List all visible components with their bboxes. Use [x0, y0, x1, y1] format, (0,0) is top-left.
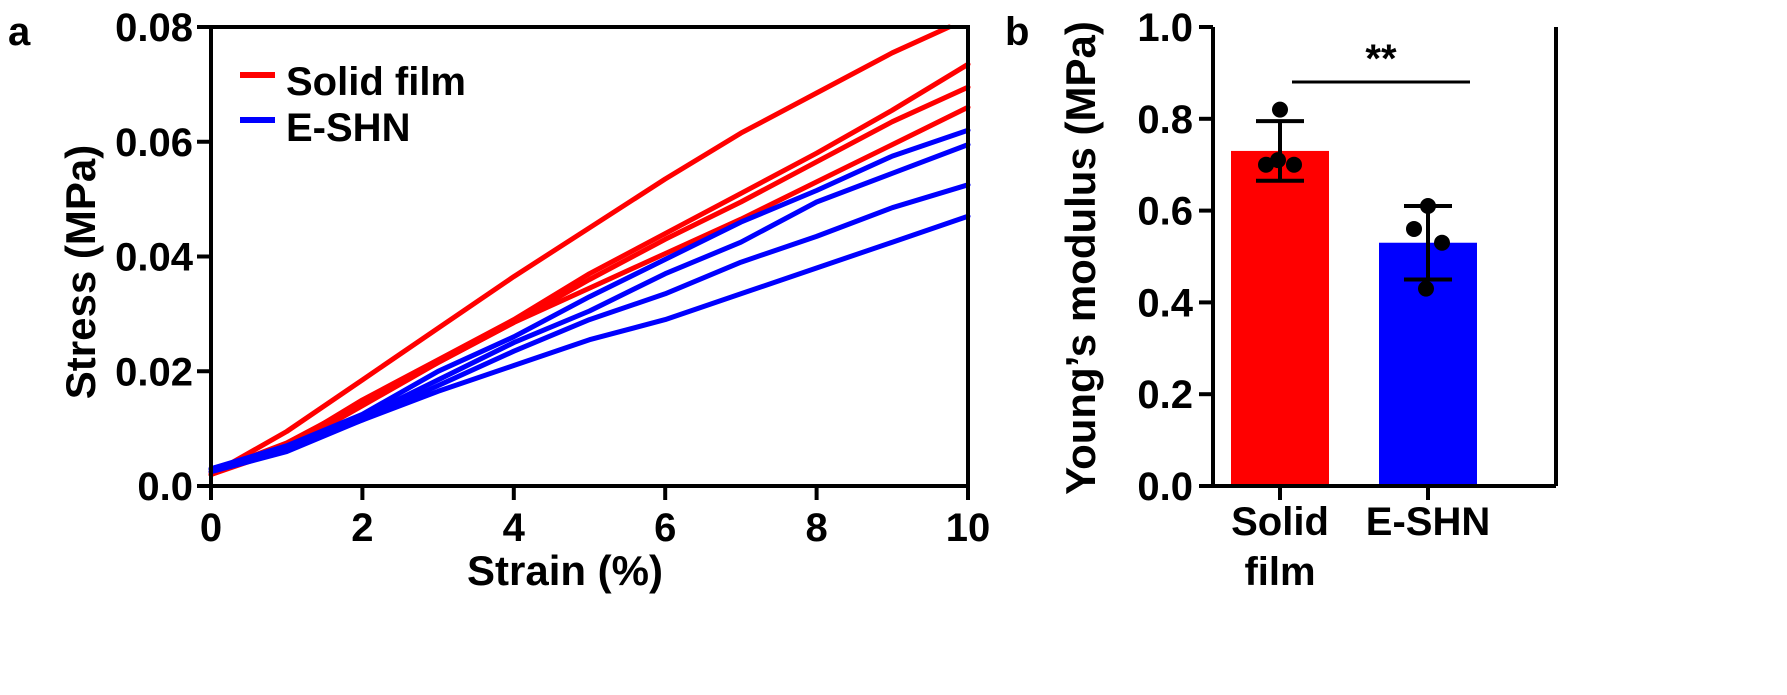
panel-b-bar-chart: b 0.0 0.2 0.4 0.6 0.8 1.0 Solid film E-SHN Youn… [1005, 6, 1558, 594]
series-line-e-shn-8 [208, 213, 971, 472]
y-tick-label: 0.02 [115, 350, 193, 394]
significance-marker: ** [1365, 37, 1397, 81]
series-line-e-shn-5 [208, 127, 971, 472]
y-tick-label-b: 0.0 [1137, 465, 1193, 509]
x-tick-label: 0 [200, 506, 222, 550]
x-tick-label: 2 [351, 506, 373, 550]
data-point-solid-film [1270, 152, 1286, 169]
x-tick-label: 8 [805, 506, 827, 550]
y-axis-ticks-b: 0.0 0.2 0.4 0.6 0.8 1.0 [1137, 6, 1213, 509]
panel-a-label: a [8, 10, 31, 54]
y-tick-label-b: 0.6 [1137, 190, 1193, 234]
category-label-solid-film: film [1244, 550, 1315, 594]
legend-label-e-shn: E-SHN [286, 106, 410, 150]
y-tick-label: 0.04 [115, 236, 194, 280]
series-line-solid-film-1 [208, 24, 952, 477]
data-point-e-shn [1420, 198, 1436, 215]
y-tick-label-b: 0.8 [1137, 98, 1193, 142]
x-tick-label: 4 [503, 506, 526, 550]
significance-bracket: ** [1292, 37, 1470, 84]
data-point-e-shn [1406, 220, 1422, 237]
y-tick-label-b: 0.2 [1137, 373, 1193, 417]
x-axis-title: Strain (%) [467, 547, 663, 594]
data-point-solid-film [1286, 156, 1302, 173]
data-point-e-shn [1434, 234, 1450, 251]
y-axis-ticks: 0.0 0.02 0.04 0.06 0.08 [115, 6, 211, 509]
y-axis-title: Stress (MPa) [57, 145, 104, 399]
category-label-solid-film: Solid [1231, 500, 1329, 544]
legend: Solid film E-SHN [240, 60, 466, 150]
line-series-group [208, 24, 971, 477]
data-point-solid-film [1272, 101, 1288, 118]
y-tick-label: 0.06 [115, 121, 193, 165]
x-tick-label: 6 [654, 506, 676, 550]
panel-b-label: b [1005, 10, 1029, 54]
y-axis-title-b: Young’s modulus (MPa) [1057, 21, 1104, 495]
x-axis-ticks-b: Solid film E-SHN [1231, 486, 1490, 594]
y-tick-label: 0.08 [115, 6, 193, 50]
legend-label-solid-film: Solid film [286, 60, 466, 104]
bar-group [1231, 101, 1477, 486]
x-tick-label: 10 [946, 506, 991, 550]
data-point-e-shn [1418, 280, 1434, 297]
y-tick-label: 0.0 [137, 465, 193, 509]
category-label-e-shn: E-SHN [1366, 500, 1490, 544]
data-point-solid-film [1258, 156, 1274, 173]
panel-a-line-chart: a 0 2 4 6 8 10 0.0 0.02 0.04 0.06 0.08 Strain (%)… [8, 6, 990, 594]
series-line-solid-film-3 [208, 84, 971, 475]
y-tick-label-b: 0.4 [1137, 281, 1193, 325]
y-tick-label-b: 1.0 [1137, 6, 1193, 50]
bar-solid-film [1231, 150, 1329, 486]
series-line-solid-film-4 [208, 104, 971, 477]
x-axis-ticks: 0 2 4 6 8 10 [200, 486, 990, 550]
